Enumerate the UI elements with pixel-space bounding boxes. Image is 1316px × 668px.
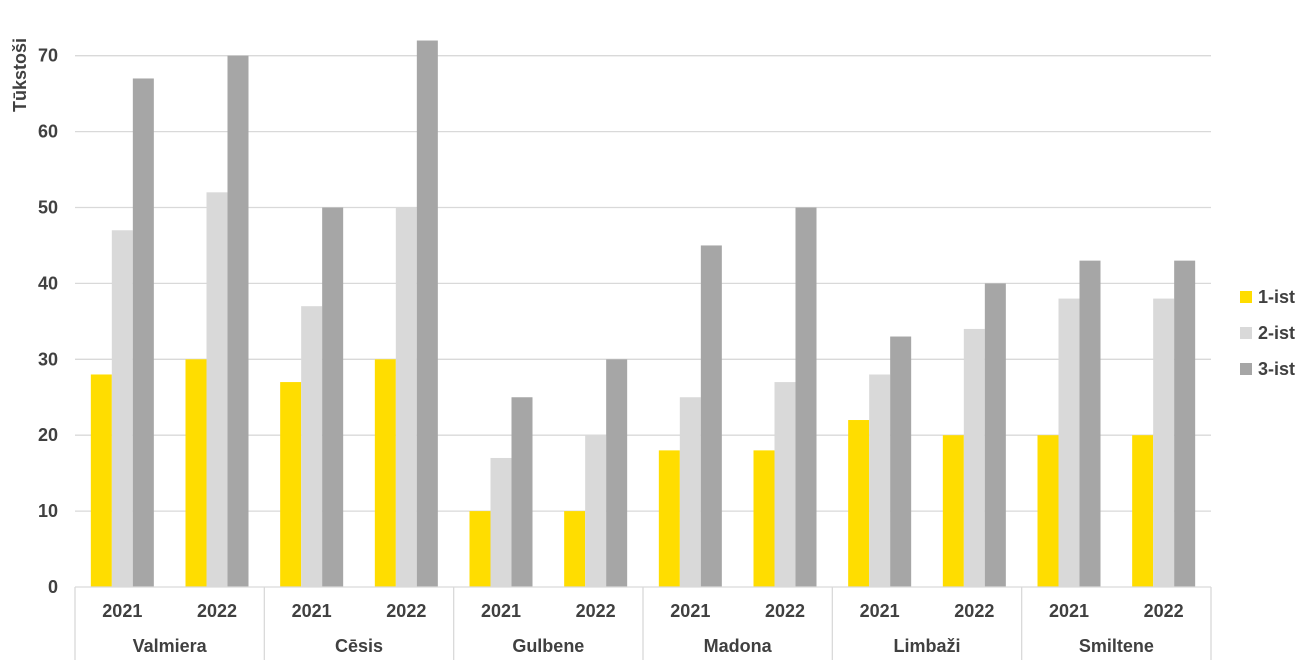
bar-3-ist — [984, 283, 1006, 587]
bar-3-ist — [227, 55, 249, 587]
y-tick-label: 50 — [38, 198, 58, 218]
bar-3-ist — [795, 207, 817, 587]
x-tick-label: 2021 — [1049, 601, 1089, 621]
bar-3-ist — [606, 359, 628, 587]
bar-2-ist — [774, 382, 796, 587]
y-tick-label: 0 — [48, 577, 58, 597]
y-axis-label: Tūkstoši — [10, 38, 30, 112]
bar-2-ist — [585, 435, 607, 587]
category-label: Cēsis — [335, 636, 383, 656]
x-tick-label: 2022 — [1144, 601, 1184, 621]
y-tick-label: 70 — [38, 46, 58, 66]
bar-3-ist — [132, 78, 154, 587]
bar-1-ist — [753, 450, 775, 587]
bar-1-ist — [658, 450, 680, 587]
bar-3-ist — [511, 397, 533, 587]
category-label: Limbaži — [893, 636, 960, 656]
bar-3-ist — [1079, 260, 1101, 587]
bar-1-ist — [185, 359, 207, 587]
bar-2-ist — [1153, 298, 1175, 587]
bar-1-ist — [374, 359, 396, 587]
bar-1-ist — [280, 382, 302, 587]
bar-1-ist — [942, 435, 964, 587]
legend-label: 1-ist — [1258, 287, 1295, 307]
bars — [90, 40, 1196, 587]
y-tick-label: 10 — [38, 501, 58, 521]
bar-2-ist — [679, 397, 701, 587]
legend-swatch — [1240, 363, 1252, 375]
bar-1-ist — [469, 511, 491, 587]
legend-label: 2-ist — [1258, 323, 1295, 343]
bar-2-ist — [963, 328, 985, 587]
bar-3-ist — [322, 207, 344, 587]
bar-2-ist — [395, 207, 417, 587]
bar-3-ist — [1174, 260, 1196, 587]
bar-1-ist — [90, 374, 112, 587]
bar-1-ist — [1132, 435, 1154, 587]
legend-swatch — [1240, 327, 1252, 339]
bar-1-ist — [564, 511, 586, 587]
bar-1-ist — [1037, 435, 1059, 587]
x-tick-label: 2021 — [860, 601, 900, 621]
x-tick-label: 2022 — [386, 601, 426, 621]
y-tick-label: 20 — [38, 425, 58, 445]
y-tick-label: 40 — [38, 273, 58, 293]
x-tick-label: 2022 — [197, 601, 237, 621]
bar-1-ist — [848, 420, 870, 587]
bar-3-ist — [890, 336, 912, 587]
legend-swatch — [1240, 291, 1252, 303]
bar-2-ist — [490, 457, 512, 587]
x-tick-label: 2021 — [481, 601, 521, 621]
x-tick-label: 2021 — [670, 601, 710, 621]
y-tick-label: 60 — [38, 122, 58, 142]
x-tick-label: 2022 — [765, 601, 805, 621]
x-tick-label: 2021 — [102, 601, 142, 621]
x-tick-label: 2021 — [292, 601, 332, 621]
bar-2-ist — [301, 306, 323, 587]
bar-3-ist — [700, 245, 722, 587]
category-label: Gulbene — [512, 636, 584, 656]
gridlines — [75, 55, 1211, 512]
category-label: Smiltene — [1079, 636, 1154, 656]
bar-2-ist — [869, 374, 891, 587]
bar-2-ist — [111, 230, 133, 587]
category-label: Valmiera — [133, 636, 208, 656]
axes — [74, 586, 1212, 660]
bar-2-ist — [1058, 298, 1080, 587]
bar-3-ist — [416, 40, 438, 587]
legend-label: 3-ist — [1258, 359, 1295, 379]
y-tick-label: 30 — [38, 349, 58, 369]
bar-2-ist — [206, 192, 228, 587]
x-tick-label: 2022 — [576, 601, 616, 621]
x-tick-label: 2022 — [954, 601, 994, 621]
legend: 1-ist 2-ist 3-ist — [1240, 287, 1295, 379]
category-label: Madona — [704, 636, 773, 656]
